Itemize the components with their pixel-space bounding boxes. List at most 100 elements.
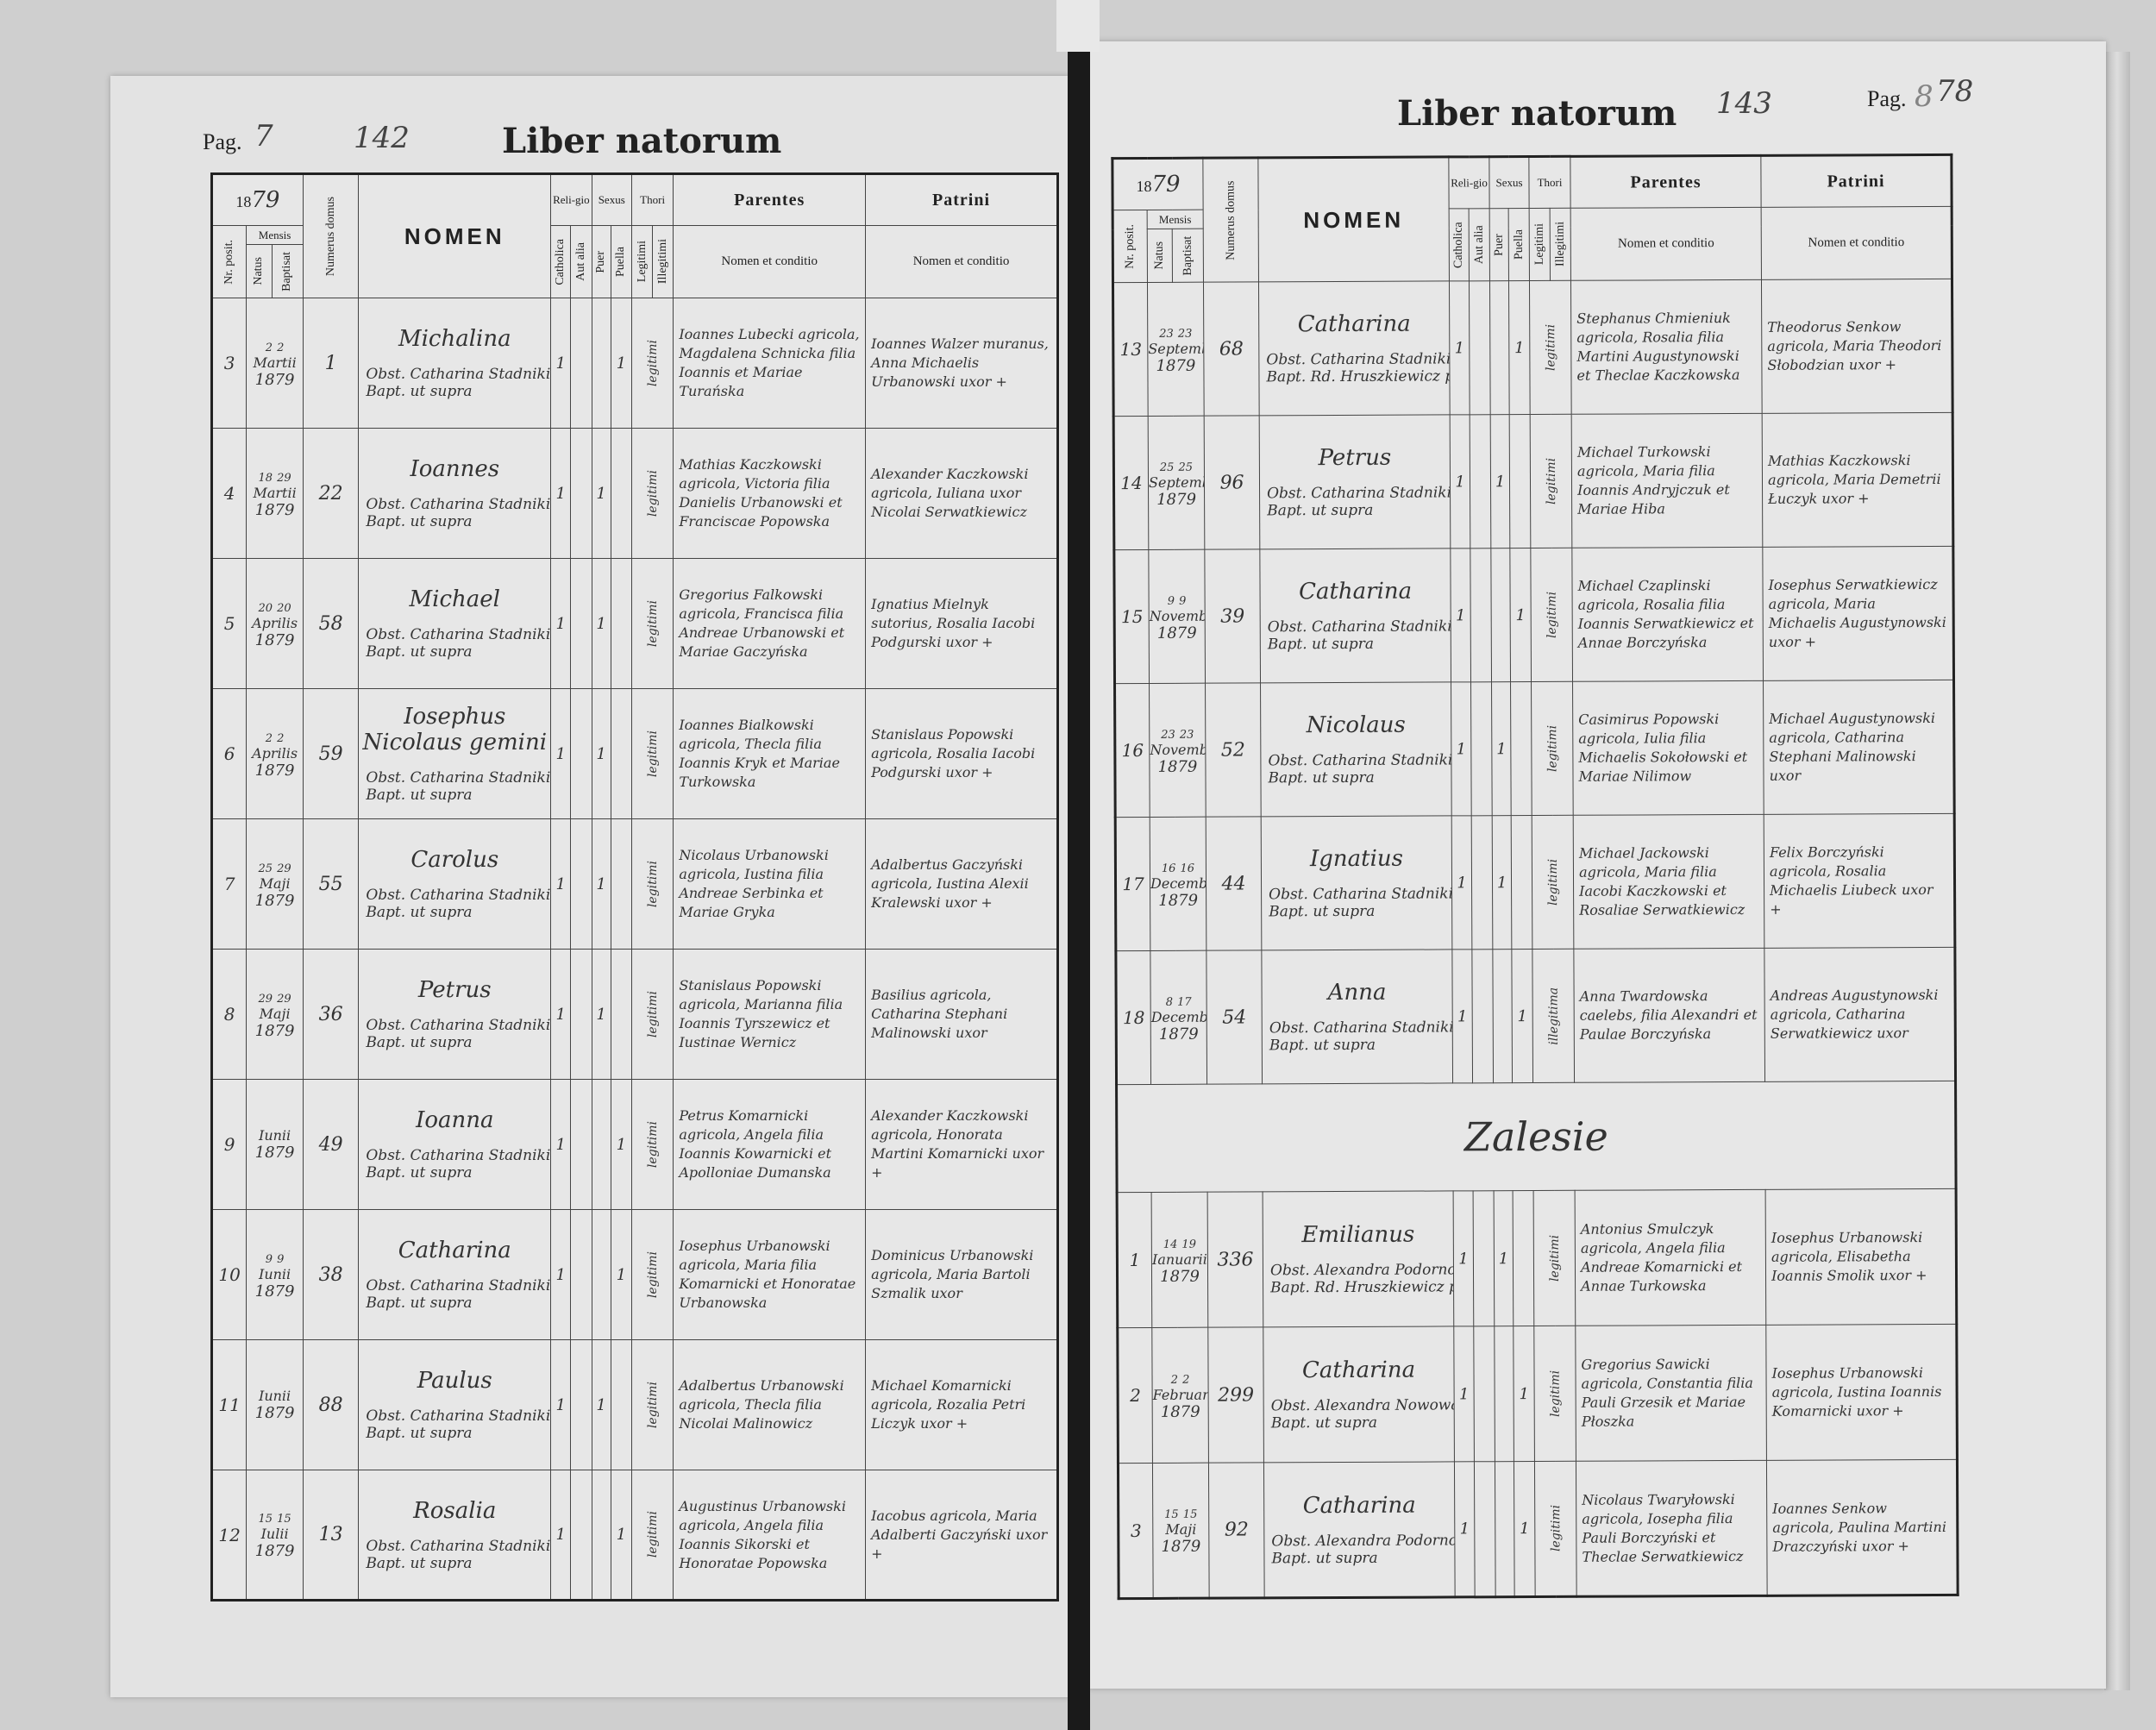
mensis-header: Mensis [1147,210,1204,229]
catholica-label: Catholica [554,238,567,285]
child-name: Paulus [417,1368,492,1394]
legitimi-mark: legitimi [630,298,674,429]
entry-month: Decembris [1150,1008,1207,1025]
entry-dates: 25 29 Maji 1879 [246,818,304,950]
house-number: 59 [302,688,360,819]
parents-text: Michael Turkowski agricola, Maria filia … [1576,443,1730,517]
page-number-left: 7 [254,119,273,154]
right-register: 1879 Numerus domus NOMEN Reli-gio Sexus Thori… [1111,153,1959,1601]
puella-mark [610,818,632,950]
house-number: 36 [302,949,360,1080]
baptisat-header: Baptisat [271,244,304,298]
puella-header: Puella [1508,208,1530,281]
entry-number: 12 [210,1470,248,1601]
illegitimi-header: Illegitimi [652,225,674,298]
numerus-domus-header: Numerus domus [1202,157,1259,283]
entry-year: 1879 [254,1144,295,1162]
illegitimi-header: Illegitimi [1550,208,1571,281]
thori-text: legitimi [645,1250,660,1299]
numerus-domus-header: Numerus domus [302,173,360,298]
entry-dates: 16 16 Decembris 1879 [1150,817,1206,951]
entry-number: 10 [210,1209,248,1340]
puella-mark [610,1339,632,1470]
aut-alia-label: Aut alia [573,242,587,281]
parentes-cell: Nicolaus Twaryłowski agricola, Iosepha f… [1576,1460,1768,1597]
patrini-cell: Dominicus Urbanowski agricola, Maria Bar… [865,1209,1058,1340]
house-number: 52 [1205,682,1262,818]
folio-number-right: 143 [1716,86,1772,121]
child-name: Rosalia [413,1497,497,1524]
legitimi-mark: legitimi [630,1470,674,1601]
child-name: Ioanna [416,1107,494,1133]
natus-day: 18 [258,471,273,485]
child-name: Catharina [398,1238,511,1263]
aut-alia-header: Aut alia [570,225,592,298]
puella-mark [610,428,632,559]
puer-label: Puer [594,250,608,273]
puer-mark: 1 [1490,414,1510,548]
aut-alia-mark [570,1470,592,1601]
nomen-cell: Catharina Obst. Alexandra Nowowalska Bapt.… [1263,1326,1455,1463]
catholica-mark: 1 [550,1079,572,1210]
patrini-sub-header: Nomen et conditio [1761,206,1952,280]
entry-month: Decembris [1150,874,1206,892]
entry-number: 4 [210,428,248,559]
register-entry: 9 Iunii 1879 49 Ioanna Obst. Catharina Stadn… [210,1079,1058,1210]
baptisat-label: Baptisat [1181,235,1194,276]
baptizer: Bapt. ut supra [1269,1036,1376,1055]
natus-day: 23 [1159,327,1174,341]
aut-alia-mark [1474,1461,1496,1597]
entry-dates: 25 25 Septembris 1879 [1148,416,1205,550]
entry-month: Novembris [1150,741,1206,758]
baptisat-day: 25 [1178,461,1194,474]
parentes-cell: Mathias Kaczkowski agricola, Victoria fi… [673,428,867,559]
entry-month: Aprilis [252,744,298,762]
entry-year: 1879 [254,370,295,389]
aut-alia-mark [570,1339,592,1470]
aut-alia-mark [1473,1326,1495,1462]
nomen-cell: Petrus Obst. Catharina StadnikiewiczBapt.… [358,949,552,1080]
parentes-cell: Michael Turkowski agricola, Maria filia … [1571,413,1763,548]
book-binding [1068,0,1090,1730]
register-entry: 18 8 17 Decembris 1879 54 Anna Obst. Catharina… [1115,947,1956,1085]
nr-posit-label: Nr. posit. [1123,223,1137,269]
puella-mark: 1 [610,1079,632,1210]
religio-header: Reli-gio [550,173,592,226]
legitimi-mark: legitimi [630,1209,674,1340]
puella-mark: 1 [1508,280,1531,415]
midwife: Obst. Catharina Stadnikiewicz [366,1407,551,1425]
year-printed: 18 [235,193,252,210]
parentes-cell: Augustinus Urbanowski agricola, Angela f… [673,1470,867,1601]
baptisat-day: 29 [277,862,291,875]
nomen-cell: Ignatius Obst. Catharina Stadnikiewicz Bap… [1261,815,1452,950]
page-edges [2104,52,2130,1690]
parentes-cell: Nicolaus Urbanowski agricola, Iustina fi… [673,818,867,950]
register-entry: 17 16 16 Decembris 1879 44 Ignatius Obst. Cath… [1115,813,1955,951]
parents-text: Augustinus Urbanowski agricola, Angela f… [679,1497,846,1571]
puer-mark: 1 [591,558,611,689]
thori-text: legitimi [1543,323,1557,371]
entry-month: Septembris [1148,340,1205,357]
midwife: Obst. Catharina Stadnikiewicz [366,366,551,383]
entry-dates: 9 9 Novembris 1879 [1148,549,1206,684]
entry-year: 1879 [1156,356,1196,375]
midwife: Obst. Catharina Stadnikiewicz [366,1147,551,1164]
child-name: Anna [1327,979,1387,1006]
nomen-header: NOMEN [358,173,552,298]
day-row: 25 29 [248,859,303,875]
year-header: 1879 [211,173,304,226]
midwife: Obst. Catharina Stadnikiewicz [366,887,551,904]
day-row: 16 16 [1150,858,1206,874]
register-entry: 8 29 29 Maji 1879 36 Petrus Obst. Catharina St… [210,949,1058,1080]
puella-mark [1510,681,1532,816]
godparents-text: Basilius agricola, Catharina Stephani Ma… [871,987,1008,1041]
thori-text: legitimi [1548,1505,1563,1552]
godparents-text: Iosephus Urbanowski agricola, Iustina Io… [1771,1364,1942,1420]
midwife: Obst. Catharina Stadnikiewicz [1267,484,1451,503]
house-number: 299 [1207,1326,1264,1464]
register-entry: 3 15 15 Maji 1879 92 Catharina Obst. Alexandra… [1118,1459,1959,1599]
year-handwritten: 79 [251,187,280,213]
godparents-text: Michael Augustynowski agricola, Catharin… [1769,709,1936,784]
house-number: 96 [1204,415,1260,550]
midwife: Obst. Catharina Stadnikiewicz [1268,751,1452,770]
